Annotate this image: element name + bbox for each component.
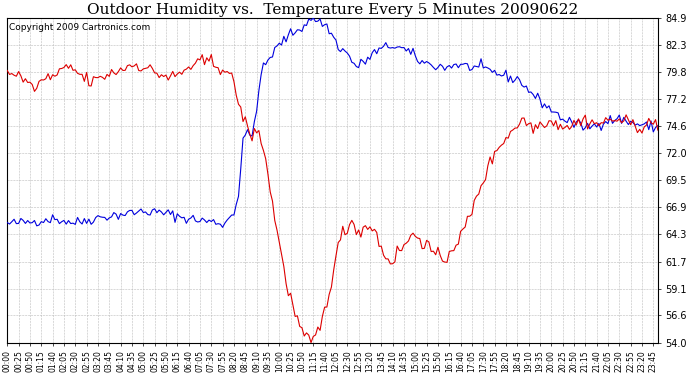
Title: Outdoor Humidity vs.  Temperature Every 5 Minutes 20090622: Outdoor Humidity vs. Temperature Every 5… (87, 3, 578, 17)
Text: Copyright 2009 Cartronics.com: Copyright 2009 Cartronics.com (8, 23, 150, 32)
